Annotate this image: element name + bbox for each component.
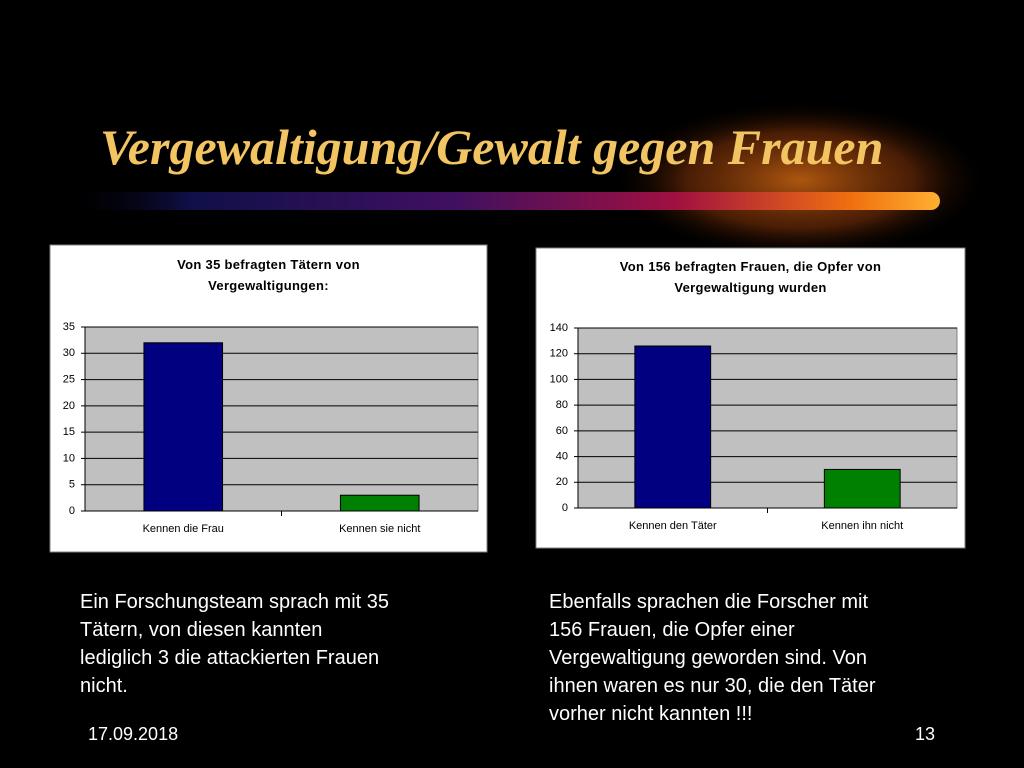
- y-tick-label: 60: [556, 425, 568, 437]
- text-line: vorher nicht kannten !!!: [549, 703, 753, 725]
- title-bar: [60, 192, 940, 210]
- y-tick-label: 20: [63, 400, 75, 412]
- y-tick-label: 20: [556, 476, 568, 488]
- y-tick-label: 0: [69, 505, 75, 517]
- y-tick-label: 40: [556, 450, 568, 462]
- right-text: Ebenfalls sprachen die Forscher mit 156 F…: [549, 588, 876, 728]
- y-tick-label: 100: [550, 373, 568, 385]
- text-line: Ebenfalls sprachen die Forscher mit: [549, 591, 869, 613]
- y-tick-label: 25: [63, 373, 75, 385]
- left-text: Ein Forschungsteam sprach mit 35 Tätern, …: [80, 588, 389, 700]
- bar: [143, 342, 224, 512]
- x-tick-label: Kennen sie nicht: [339, 523, 420, 535]
- x-tick-label: Kennen ihn nicht: [821, 520, 903, 532]
- text-line: 156 Frauen, die Opfer einer: [549, 619, 795, 641]
- x-tick-label: Kennen die Frau: [143, 523, 224, 535]
- y-tick-label: 15: [63, 426, 75, 438]
- y-tick-label: 0: [562, 502, 568, 514]
- chart-title: Von 35 befragten Tätern von Vergewaltigu…: [177, 257, 360, 293]
- bar: [339, 494, 420, 512]
- glow: [610, 100, 990, 260]
- bar: [823, 468, 901, 509]
- y-tick-label: 10: [63, 452, 75, 464]
- text-line: Tätern, von diesen kannten: [80, 619, 323, 641]
- text-line: nicht.: [80, 675, 128, 697]
- slide-title: Vergewaltigung/Gewalt gegen Frauen: [100, 119, 884, 175]
- bar: [634, 345, 712, 509]
- x-tick-label: Kennen den Täter: [629, 520, 717, 532]
- page-number: 13: [915, 724, 936, 744]
- date: 17.09.2018: [88, 724, 179, 744]
- y-tick-label: 140: [550, 322, 568, 334]
- text-line: Vergewaltigung geworden sind. Von: [549, 647, 868, 669]
- text-line: Ein Forschungsteam sprach mit 35: [80, 591, 390, 613]
- text-line: lediglich 3 die attackierten Frauen: [80, 647, 380, 669]
- y-tick-label: 30: [63, 347, 75, 359]
- y-tick-label: 5: [69, 479, 75, 491]
- text-line: ihnen waren es nur 30, die den Täter: [549, 675, 876, 697]
- y-tick-label: 35: [63, 321, 75, 333]
- y-tick-label: 120: [550, 348, 568, 360]
- y-tick-label: 80: [556, 399, 568, 411]
- chart-title: Von 156 befragten Frauen, die Opfer von …: [619, 259, 882, 295]
